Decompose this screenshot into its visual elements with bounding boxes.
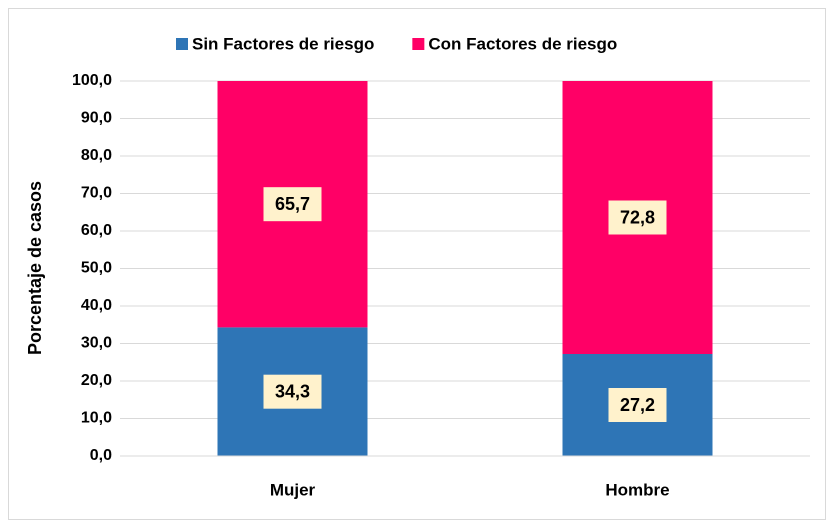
value-label-box: [263, 374, 322, 409]
value-label: 27,2: [620, 395, 655, 415]
y-tick-label: 80,0: [81, 147, 112, 164]
y-tick-label: 20,0: [81, 372, 112, 389]
y-tick-label: 100,0: [72, 72, 112, 89]
value-label-box: [608, 388, 667, 422]
y-tick-label: 10,0: [81, 410, 112, 427]
y-tick-label: 40,0: [81, 297, 112, 314]
y-tick-label: 50,0: [81, 260, 112, 277]
value-label: 72,8: [620, 207, 655, 227]
legend-swatch: [176, 38, 188, 50]
value-label: 34,3: [275, 381, 310, 401]
x-tick-label: Mujer: [270, 480, 316, 499]
y-tick-label: 0,0: [90, 447, 112, 464]
legend-label: Sin Factores de riesgo: [192, 34, 374, 53]
legend-label: Con Factores de riesgo: [428, 34, 617, 53]
legend-swatch: [412, 38, 425, 50]
value-label: 65,7: [275, 194, 310, 214]
value-label-box: [263, 187, 322, 222]
y-tick-label: 30,0: [81, 335, 112, 352]
value-label-box: [608, 200, 667, 235]
x-tick-label: Hombre: [605, 480, 669, 499]
y-axis-label: Porcentaje de casos: [25, 181, 45, 355]
y-tick-label: 70,0: [81, 185, 112, 202]
y-tick-label: 60,0: [81, 222, 112, 239]
y-tick-label: 90,0: [81, 110, 112, 127]
